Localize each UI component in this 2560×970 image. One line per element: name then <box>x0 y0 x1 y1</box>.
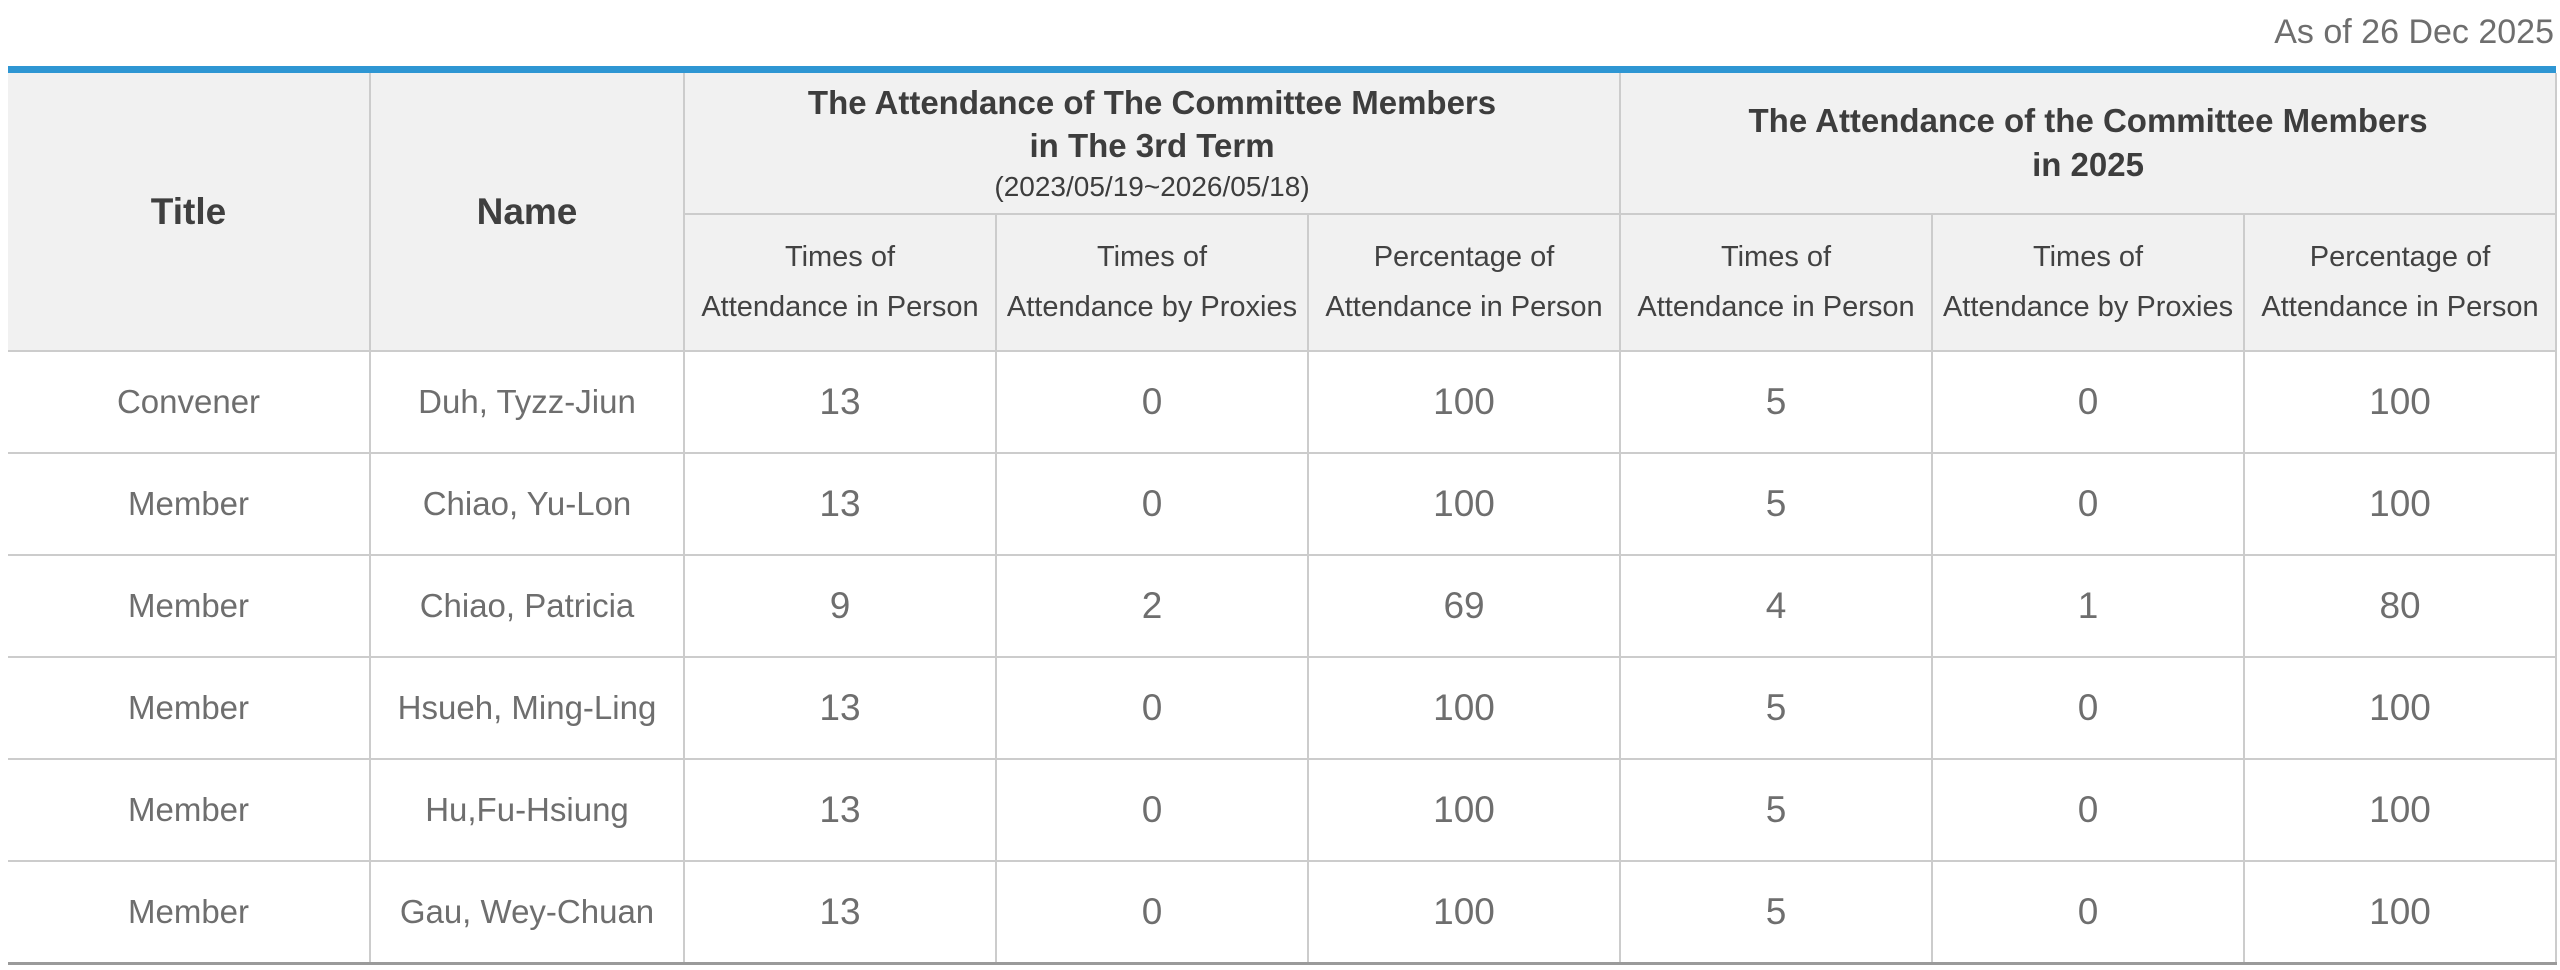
cell-value: 100 <box>1306 452 1622 556</box>
cell-value: 0 <box>1931 860 2246 965</box>
cell-value: 100 <box>2243 350 2558 454</box>
accent-bar <box>8 66 2556 73</box>
cell-value: 100 <box>1306 758 1622 862</box>
cell-title: Convener <box>8 350 371 454</box>
cell-name: Hsueh, Ming-Ling <box>369 656 685 760</box>
cell-value: 9 <box>683 554 997 658</box>
table-row: Member Hu,Fu-Hsiung 13 0 100 5 0 100 <box>8 758 2558 862</box>
cell-value: 0 <box>1931 758 2246 862</box>
as-of-date: As of 26 Dec 2025 <box>2274 13 2554 51</box>
subheader-2025-percentage-in-person: Percentage of Attendance in Person <box>2243 214 2558 352</box>
cell-value: 0 <box>995 452 1309 556</box>
subheader-term-times-by-proxies: Times of Attendance by Proxies <box>995 214 1309 352</box>
cell-value: 13 <box>683 350 997 454</box>
cell-value: 5 <box>1619 758 1934 862</box>
cell-value: 100 <box>1306 656 1622 760</box>
cell-title: Member <box>8 554 371 658</box>
cell-value: 100 <box>2243 758 2558 862</box>
group-title-line: The Attendance of The Committee Members <box>807 83 1497 121</box>
cell-value: 0 <box>995 758 1309 862</box>
group-header-3rd-term: The Attendance of The Committee Members … <box>682 73 1622 215</box>
cell-name: Duh, Tyzz-Jiun <box>369 350 685 454</box>
cell-value: 13 <box>683 758 997 862</box>
subheader-2025-times-by-proxies: Times of Attendance by Proxies <box>1931 214 2246 352</box>
cell-value: 100 <box>2243 860 2558 965</box>
table-row: Member Chiao, Yu-Lon 13 0 100 5 0 100 <box>8 452 2558 556</box>
cell-value: 5 <box>1619 452 1934 556</box>
group-title-period: (2023/05/19~2026/05/18) <box>994 170 1310 202</box>
cell-title: Member <box>8 758 371 862</box>
subheader-2025-times-in-person: Times of Attendance in Person <box>1619 214 1934 352</box>
cell-value: 1 <box>1931 554 2246 658</box>
cell-value: 0 <box>1931 350 2246 454</box>
subheader-term-percentage-in-person: Percentage of Attendance in Person <box>1306 214 1622 352</box>
attendance-table: Title Name The Attendance of The Committ… <box>8 73 2558 965</box>
cell-value: 5 <box>1619 860 1934 965</box>
cell-name: Gau, Wey-Chuan <box>369 860 685 965</box>
cell-value: 0 <box>995 860 1309 965</box>
cell-value: 0 <box>1931 656 2246 760</box>
cell-value: 100 <box>2243 656 2558 760</box>
cell-value: 69 <box>1306 554 1622 658</box>
cell-title: Member <box>8 656 371 760</box>
cell-value: 13 <box>683 656 997 760</box>
group-title-line: in 2025 <box>2032 146 2144 183</box>
cell-value: 100 <box>2243 452 2558 556</box>
group-header-2025: The Attendance of the Committee Members … <box>1619 73 2558 215</box>
table-row: Convener Duh, Tyzz-Jiun 13 0 100 5 0 100 <box>8 350 2558 454</box>
subheader-term-times-in-person: Times of Attendance in Person <box>684 214 997 352</box>
cell-value: 13 <box>683 452 997 556</box>
cell-value: 0 <box>1931 452 2246 556</box>
cell-value: 100 <box>1306 350 1622 454</box>
cell-title: Member <box>8 860 371 965</box>
cell-value: 5 <box>1619 656 1934 760</box>
cell-value: 0 <box>995 350 1309 454</box>
table-row: Member Hsueh, Ming-Ling 13 0 100 5 0 100 <box>8 656 2558 760</box>
header-sub-row: Times of Attendance in Person Times of A… <box>8 214 2558 352</box>
column-header-title: Title <box>8 73 371 352</box>
cell-title: Member <box>8 452 371 556</box>
cell-value: 13 <box>683 860 997 965</box>
column-header-name: Name <box>369 73 685 352</box>
cell-value: 5 <box>1619 350 1934 454</box>
table-row: Member Chiao, Patricia 9 2 69 4 1 80 <box>8 554 2558 658</box>
cell-value: 80 <box>2243 554 2558 658</box>
cell-value: 2 <box>995 554 1309 658</box>
attendance-page: As of 26 Dec 2025 Title Name The Attenda… <box>8 0 2558 965</box>
cell-name: Chiao, Patricia <box>369 554 685 658</box>
cell-value: 4 <box>1619 554 1934 658</box>
group-title-line: in The 3rd Term <box>1029 127 1275 165</box>
table-row: Member Gau, Wey-Chuan 13 0 100 5 0 100 <box>8 860 2558 965</box>
cell-value: 0 <box>995 656 1309 760</box>
group-title-line: The Attendance of the Committee Members <box>1748 102 2428 140</box>
header-group-row: Title Name The Attendance of The Committ… <box>8 73 2558 352</box>
cell-name: Chiao, Yu-Lon <box>369 452 685 556</box>
cell-name: Hu,Fu-Hsiung <box>369 758 685 862</box>
cell-value: 100 <box>1306 860 1622 965</box>
